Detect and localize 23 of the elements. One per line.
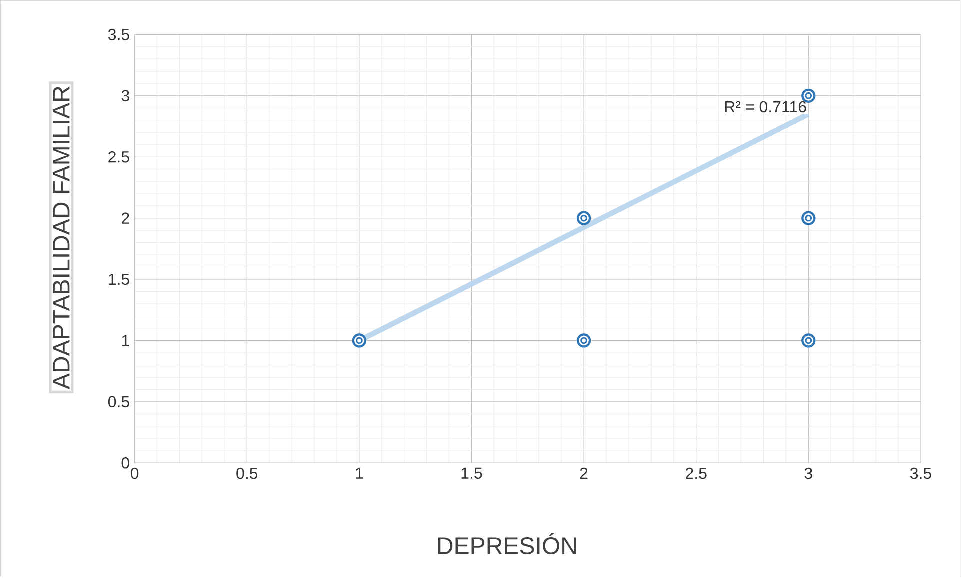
x-tick-label: 3.5 xyxy=(910,468,932,480)
y-tick-label: 3.5 xyxy=(108,29,130,40)
y-tick-label: 0.5 xyxy=(108,396,130,408)
point xyxy=(802,211,816,226)
annotation: R² = 0.7116 xyxy=(725,101,806,113)
x-tick-label: 0.5 xyxy=(236,468,258,480)
y-tick-label: 0 xyxy=(122,458,130,469)
y-tick-label: 1.5 xyxy=(109,274,130,286)
x-tick-label: 3 xyxy=(804,468,812,480)
y-tick-label: 2 xyxy=(122,212,130,224)
x-tick-label: 2 xyxy=(580,468,588,480)
x-tick-label: 1 xyxy=(356,468,364,479)
y-axis-title: ADAPTABILIDAD FAMILIAR xyxy=(53,86,70,390)
x-tick-label: 0 xyxy=(130,468,139,480)
y-tick-label: 3 xyxy=(122,90,130,102)
x-axis-title: DEPRESIÓN xyxy=(438,533,576,555)
y-tick-label: 1 xyxy=(122,335,130,346)
point xyxy=(576,334,592,348)
x-tick-label: 1.5 xyxy=(462,468,482,480)
y-tick-label: 2.5 xyxy=(108,151,130,163)
x-tick-label: 2.5 xyxy=(686,468,707,480)
point xyxy=(576,211,592,226)
point xyxy=(802,334,816,348)
